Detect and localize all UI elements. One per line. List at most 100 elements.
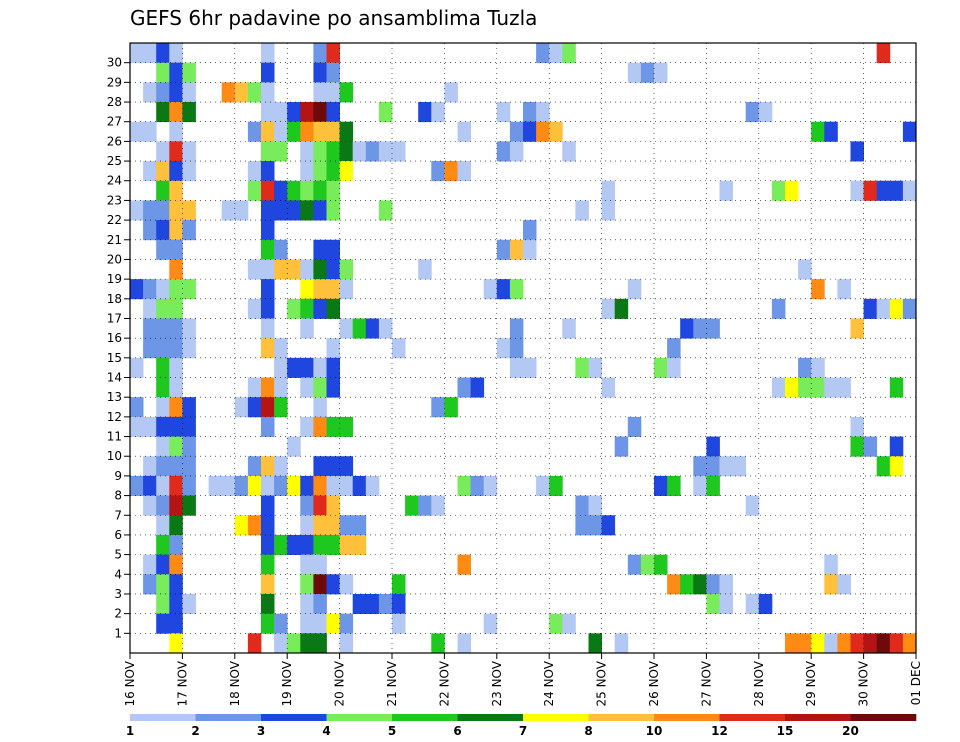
heatmap-cell bbox=[182, 456, 196, 477]
heatmap-cell bbox=[575, 495, 589, 516]
heatmap-cell bbox=[627, 554, 642, 575]
heatmap-cell bbox=[313, 593, 327, 615]
heatmap-cell bbox=[627, 416, 642, 437]
heatmap-cell bbox=[169, 534, 183, 556]
heatmap-cell bbox=[143, 554, 157, 575]
heatmap-cell bbox=[523, 357, 537, 378]
heatmap-cell bbox=[640, 554, 655, 575]
legend-swatch bbox=[261, 714, 327, 721]
heatmap-cell bbox=[143, 161, 157, 182]
heatmap-cell bbox=[326, 298, 340, 319]
heatmap-cell bbox=[352, 534, 367, 556]
heatmap-cell bbox=[326, 416, 340, 437]
y-tick-label: 19 bbox=[107, 272, 122, 286]
heatmap-cell bbox=[326, 475, 340, 496]
heatmap-cell bbox=[261, 298, 275, 319]
heatmap-cell bbox=[640, 62, 655, 83]
x-tick-label: 24 NOV bbox=[542, 660, 556, 706]
heatmap-cell bbox=[156, 161, 170, 182]
heatmap-cell bbox=[261, 141, 275, 162]
heatmap-cell bbox=[169, 633, 183, 654]
heatmap-cell bbox=[326, 613, 340, 634]
heatmap-cell bbox=[156, 200, 170, 221]
heatmap-cell bbox=[496, 279, 511, 300]
heatmap-cell bbox=[274, 475, 288, 496]
heatmap-cell bbox=[169, 121, 183, 142]
heatmap-cell bbox=[889, 298, 904, 319]
heatmap-cell bbox=[274, 180, 288, 201]
heatmap-cell bbox=[143, 43, 157, 64]
heatmap-cell bbox=[234, 397, 249, 418]
heatmap-cell bbox=[169, 436, 183, 457]
heatmap-cell bbox=[601, 180, 616, 201]
heatmap-cell bbox=[824, 121, 838, 142]
heatmap-cell bbox=[326, 338, 340, 359]
heatmap-cell bbox=[824, 377, 838, 398]
heatmap-cell bbox=[601, 200, 616, 221]
heatmap-cell bbox=[300, 554, 314, 575]
heatmap-cell bbox=[156, 338, 170, 359]
heatmap-cell bbox=[313, 416, 327, 437]
heatmap-cell bbox=[850, 436, 864, 457]
heatmap-cell bbox=[156, 475, 170, 496]
heatmap-cell bbox=[300, 259, 314, 280]
heatmap-cell bbox=[169, 318, 183, 339]
heatmap-cell bbox=[352, 141, 367, 162]
heatmap-cell bbox=[274, 200, 288, 221]
heatmap-cell bbox=[261, 515, 275, 536]
legend-swatch bbox=[719, 714, 786, 721]
legend-swatch bbox=[588, 714, 655, 721]
heatmap-cell bbox=[169, 495, 183, 516]
heatmap-cell bbox=[261, 82, 275, 103]
heatmap-cell bbox=[261, 121, 275, 142]
heatmap-cell bbox=[182, 62, 196, 83]
heatmap-cell bbox=[352, 318, 367, 339]
heatmap-cell bbox=[850, 141, 864, 162]
heatmap-cell bbox=[287, 298, 301, 319]
heatmap-cell bbox=[798, 633, 812, 654]
heatmap-cell bbox=[261, 62, 275, 83]
y-tick-label: 14 bbox=[107, 371, 122, 385]
heatmap-cell bbox=[182, 397, 196, 418]
heatmap-cell bbox=[902, 298, 917, 319]
heatmap-cell bbox=[234, 515, 249, 536]
y-tick-label: 28 bbox=[107, 95, 122, 109]
heatmap-cell bbox=[313, 82, 327, 103]
y-tick-label: 7 bbox=[114, 508, 122, 522]
heatmap-cell bbox=[274, 239, 288, 260]
heatmap-cell bbox=[169, 259, 183, 280]
heatmap-cell bbox=[156, 495, 170, 516]
heatmap-cell bbox=[261, 338, 275, 359]
y-tick-label: 23 bbox=[107, 193, 122, 207]
y-tick-label: 20 bbox=[107, 252, 122, 266]
heatmap-cell bbox=[326, 82, 340, 103]
heatmap-cell bbox=[680, 574, 694, 595]
heatmap-cell bbox=[313, 141, 327, 162]
heatmap-cell bbox=[339, 259, 354, 280]
heatmap-cell bbox=[300, 633, 314, 654]
x-tick-label: 30 NOV bbox=[857, 660, 871, 706]
heatmap-cell bbox=[889, 180, 904, 201]
heatmap-cell bbox=[156, 554, 170, 575]
heatmap-cell bbox=[392, 574, 406, 595]
heatmap-cell bbox=[536, 43, 550, 64]
heatmap-cell bbox=[326, 515, 340, 536]
heatmap-cell bbox=[247, 121, 262, 142]
heatmap-cell bbox=[169, 456, 183, 477]
heatmap-cell bbox=[130, 200, 144, 221]
heatmap-cell bbox=[300, 495, 314, 516]
heatmap-cell bbox=[313, 574, 327, 595]
heatmap-cell bbox=[313, 613, 327, 634]
y-tick-label: 25 bbox=[107, 154, 122, 168]
heatmap-cell bbox=[339, 416, 354, 437]
heatmap-cell bbox=[143, 298, 157, 319]
heatmap-cell bbox=[143, 220, 157, 241]
heatmap-cell bbox=[876, 298, 891, 319]
heatmap-cell bbox=[313, 161, 327, 182]
heatmap-cell bbox=[143, 200, 157, 221]
heatmap-cell bbox=[693, 574, 707, 595]
heatmap-cell bbox=[156, 534, 170, 556]
heatmap-cell bbox=[300, 298, 314, 319]
heatmap-cell bbox=[182, 416, 196, 437]
heatmap-cell bbox=[156, 593, 170, 615]
